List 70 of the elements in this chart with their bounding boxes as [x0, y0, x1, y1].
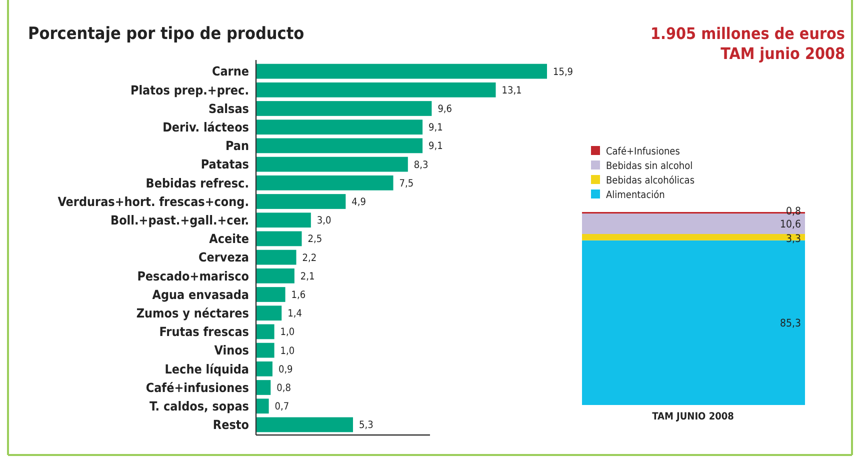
bar	[256, 398, 269, 414]
y-tick-label: Resto	[212, 417, 250, 432]
chart-title: Porcentaje por tipo de producto	[28, 24, 304, 44]
y-tick-label: Boll.+past.+gall.+cer.	[110, 212, 249, 228]
bar	[256, 417, 353, 432]
bar	[256, 64, 547, 79]
y-tick-label: Vinos	[214, 342, 250, 358]
y-tick-label: Zumos y néctares	[136, 305, 250, 320]
y-tick-label: Agua envasada	[152, 286, 249, 302]
data-label: 7,5	[399, 178, 414, 190]
y-tick-label: Carne	[212, 64, 250, 79]
data-label: 2,2	[302, 252, 317, 264]
bar	[256, 380, 271, 395]
bar	[256, 268, 294, 284]
y-tick-label: Deriv. lácteos	[162, 119, 250, 134]
y-tick-label: T. caldos, sopas	[150, 398, 250, 414]
data-label: 1,6	[291, 290, 306, 301]
chart-subtitle: TAM junio 2008	[720, 44, 845, 63]
data-label: 85,3	[780, 317, 801, 330]
data-label: 15,9	[553, 66, 574, 78]
data-label: 8,3	[414, 160, 428, 171]
data-label: 1,4	[288, 308, 302, 320]
y-tick-label: Café+infusiones	[146, 380, 250, 395]
data-label: 0,9	[278, 364, 294, 376]
data-label: 9,1	[428, 122, 443, 134]
data-label: 4,9	[352, 197, 366, 208]
bar	[256, 231, 302, 246]
bar	[256, 82, 496, 98]
y-tick-label: Salsas	[208, 100, 250, 116]
chart-title: 1.905 millones de euros	[650, 24, 845, 43]
bar	[256, 287, 286, 302]
data-label: 5,3	[359, 420, 374, 432]
bar	[256, 175, 394, 190]
y-tick-label: Frutas frescas	[159, 324, 250, 340]
bar	[256, 324, 274, 340]
legend-label: Alimentación	[606, 190, 665, 201]
y-tick-label: Bebidas refresc.	[146, 175, 249, 190]
bar	[256, 361, 272, 376]
data-label: 10,6	[780, 218, 801, 230]
bar	[256, 212, 311, 228]
legend-label: Café+Infusiones	[606, 146, 680, 158]
legend-label: Bebidas sin alcohol	[606, 161, 693, 172]
y-tick-label: Platos prep.+prec.	[130, 82, 249, 98]
data-label: 0,7	[274, 402, 290, 413]
data-label: 2,5	[308, 234, 322, 246]
y-tick-label: Pescado+marisco	[137, 268, 250, 284]
bar	[256, 342, 274, 358]
data-label: 9,6	[438, 104, 452, 115]
data-label: 9,1	[428, 141, 443, 152]
x-axis-title: TAM JUNIO 2008	[652, 412, 734, 422]
bar	[256, 138, 423, 154]
data-label: 0,8	[276, 383, 292, 394]
bar	[256, 306, 282, 321]
data-label: 13,1	[502, 85, 522, 96]
bar	[256, 101, 432, 116]
y-tick-label: Leche líquida	[164, 361, 249, 376]
data-label: 1,0	[280, 346, 295, 357]
bar	[256, 120, 423, 135]
y-tick-label: Pan	[226, 138, 249, 154]
y-tick-label: Cerveza	[198, 250, 249, 265]
bar	[256, 194, 346, 209]
bar	[256, 156, 408, 172]
y-tick-label: Aceite	[209, 231, 250, 246]
data-label: 3,0	[316, 216, 332, 227]
data-label: 1,0	[280, 327, 295, 338]
legend-label: Bebidas alcohólicas	[606, 176, 695, 186]
y-tick-label: Patatas	[200, 156, 250, 172]
y-tick-label: Verduras+hort. frescas+cong.	[58, 194, 249, 209]
bar	[256, 250, 296, 265]
data-label: 2,1	[300, 271, 315, 282]
